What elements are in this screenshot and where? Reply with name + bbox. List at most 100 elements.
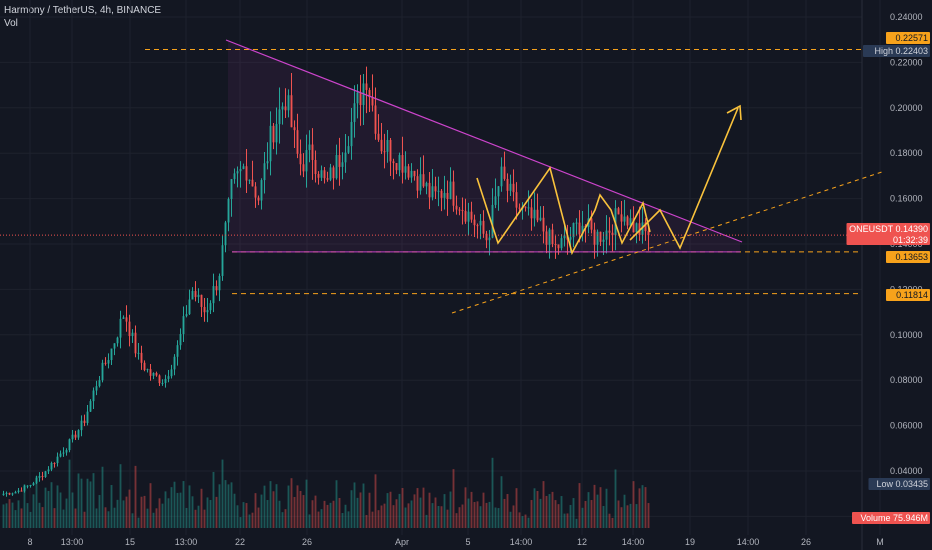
candle-body (80, 420, 83, 431)
candle-body (110, 348, 113, 361)
candle-body (404, 166, 407, 173)
volume-bar (62, 509, 65, 528)
volume-bar (293, 496, 296, 528)
volume-bar (365, 514, 368, 528)
candle-body (275, 124, 278, 143)
x-tick-label: 5 (465, 537, 470, 547)
candle-body (257, 197, 260, 201)
volume-bar (155, 508, 158, 528)
volume-bar (440, 506, 443, 528)
candle-body (647, 231, 650, 236)
candle-body (575, 222, 578, 224)
volume-bar (401, 487, 404, 528)
candle-body (503, 166, 506, 179)
volume-bar (443, 494, 446, 528)
volume-bar (524, 514, 527, 528)
volume-bar (11, 502, 14, 528)
candle-body (89, 401, 92, 412)
volume-bar (362, 483, 365, 528)
candle-body (239, 168, 242, 172)
volume-bar (161, 503, 164, 528)
projection-arrowhead (726, 104, 742, 121)
volume-bar (437, 505, 440, 528)
candle-body (347, 146, 350, 153)
candle-body (56, 456, 59, 464)
candle-body (329, 167, 332, 180)
candle-body (2, 493, 5, 496)
volume-bar (629, 503, 632, 528)
volume-bar (554, 500, 557, 528)
volume-bar (461, 504, 464, 528)
candle-body (176, 345, 179, 357)
volume-bar (479, 506, 482, 528)
volume-bar (410, 500, 413, 528)
volume-bar (137, 517, 140, 528)
x-tick-label: 14:00 (737, 537, 760, 547)
candle-body (149, 369, 152, 376)
volume-bar (341, 512, 344, 528)
price-tag-label: 0.11814 (896, 290, 928, 300)
candle-body (266, 161, 269, 164)
candle-body (482, 220, 485, 234)
volume-bar (314, 495, 317, 528)
price-tag-label: High 0.22403 (874, 46, 928, 56)
candle-body (506, 178, 509, 191)
candle-body (224, 222, 227, 246)
candle-body (197, 294, 200, 298)
candle-body (152, 373, 155, 376)
volume-bar (404, 507, 407, 528)
volume-bar (476, 501, 479, 528)
volume-bar (107, 511, 110, 528)
candle-body (374, 105, 377, 134)
volume-bar (467, 498, 470, 528)
candle-body (128, 321, 131, 337)
volume-bar (170, 487, 173, 528)
candle-body (620, 214, 623, 222)
candle-body (92, 390, 95, 402)
candle-body (644, 222, 647, 232)
volume-bar (374, 474, 377, 528)
candle-body (83, 420, 86, 424)
projection-path (629, 107, 739, 250)
candle-body (173, 356, 176, 370)
volume-bar (446, 509, 449, 528)
volume-bar (356, 497, 359, 528)
candle-body (311, 144, 314, 160)
volume-bar (584, 500, 587, 528)
candle-body (320, 170, 323, 178)
volume-label: Vol (4, 18, 18, 29)
price-tag (886, 289, 930, 301)
candle-body (14, 491, 17, 494)
volume-bar (497, 508, 500, 528)
candle-body (119, 318, 122, 338)
volume-bar (353, 482, 356, 528)
candle-body (278, 109, 281, 125)
candle-body (242, 166, 245, 169)
candle-body (23, 485, 26, 492)
candle-body (8, 492, 11, 495)
candle-body (212, 286, 215, 304)
candle-body (230, 179, 233, 199)
volume-bar (182, 481, 185, 528)
volume-bar (266, 500, 269, 528)
volume-bar (299, 490, 302, 528)
candle-body (38, 475, 41, 478)
volume-bar (545, 495, 548, 528)
volume-bar (536, 490, 539, 528)
candle-body (536, 209, 539, 221)
candle-body (377, 133, 380, 140)
volume-bar (548, 494, 551, 528)
volume-bar (167, 498, 170, 528)
candle-body (296, 130, 299, 154)
volume-bar (335, 480, 338, 528)
volume-bar (533, 488, 536, 528)
volume-bar (518, 512, 521, 528)
volume-bar (386, 493, 389, 528)
volume-bar (125, 496, 128, 528)
volume-bar (206, 497, 209, 528)
volume-bar (296, 485, 299, 528)
candle-body (488, 237, 491, 241)
volume-bar (503, 498, 506, 528)
volume-bar (200, 488, 203, 528)
